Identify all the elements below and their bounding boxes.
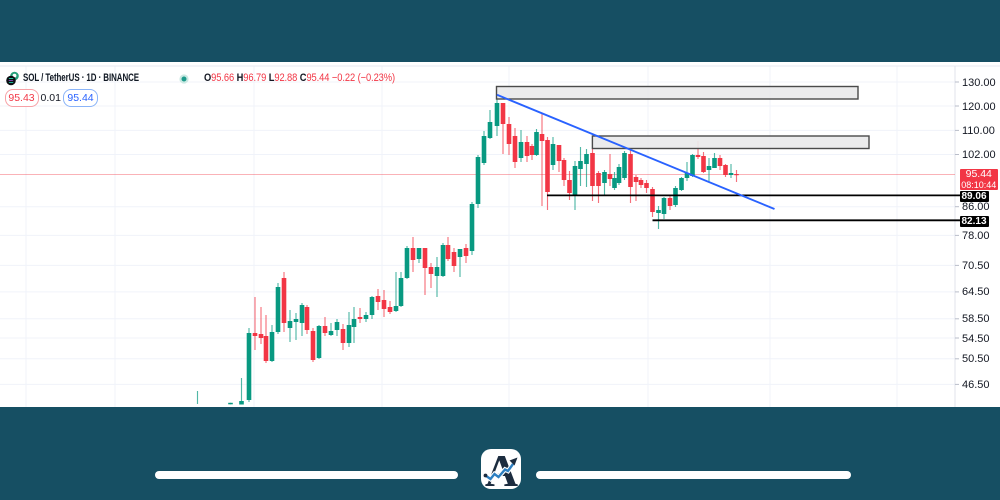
svg-text:A: A: [484, 449, 517, 489]
